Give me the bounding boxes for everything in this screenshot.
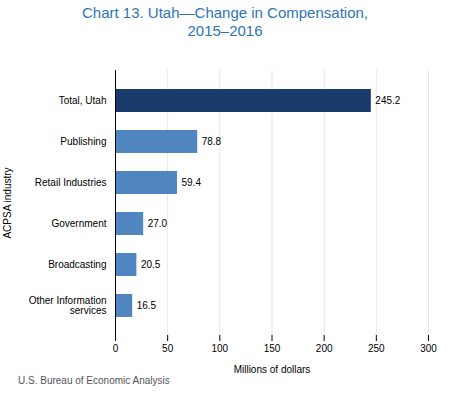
svg-text:Government: Government: [51, 218, 106, 229]
svg-text:20.5: 20.5: [141, 259, 161, 270]
svg-text:ACPSA industry: ACPSA industry: [2, 167, 13, 238]
svg-text:Other Informationservices: Other Informationservices: [29, 295, 107, 316]
svg-text:Publishing: Publishing: [60, 136, 106, 147]
svg-text:27.0: 27.0: [148, 218, 168, 229]
svg-text:50: 50: [162, 343, 174, 354]
svg-text:78.8: 78.8: [202, 136, 222, 147]
svg-text:Broadcasting: Broadcasting: [48, 259, 106, 270]
html-text:Chart 13. Utah—Change in Compe: Chart 13. Utah—Change in Compensation, 2…: [82, 4, 368, 39]
svg-text:Total, Utah: Total, Utah: [59, 95, 107, 106]
svg-text:Retail Industries: Retail Industries: [35, 177, 107, 188]
html-text:U.S. Bureau of Economic Analys: U.S. Bureau of Economic Analysis: [18, 375, 170, 386]
svg-text:100: 100: [211, 343, 228, 354]
svg-text:250: 250: [368, 343, 385, 354]
svg-text:245.2: 245.2: [375, 95, 400, 106]
svg-text:0: 0: [113, 343, 119, 354]
svg-text:59.4: 59.4: [181, 177, 201, 188]
svg-text:200: 200: [316, 343, 333, 354]
svg-text:16.5: 16.5: [137, 300, 157, 311]
svg-text:300: 300: [420, 343, 437, 354]
svg-text:Millions of dollars: Millions of dollars: [234, 364, 311, 375]
svg-text:150: 150: [264, 343, 281, 354]
